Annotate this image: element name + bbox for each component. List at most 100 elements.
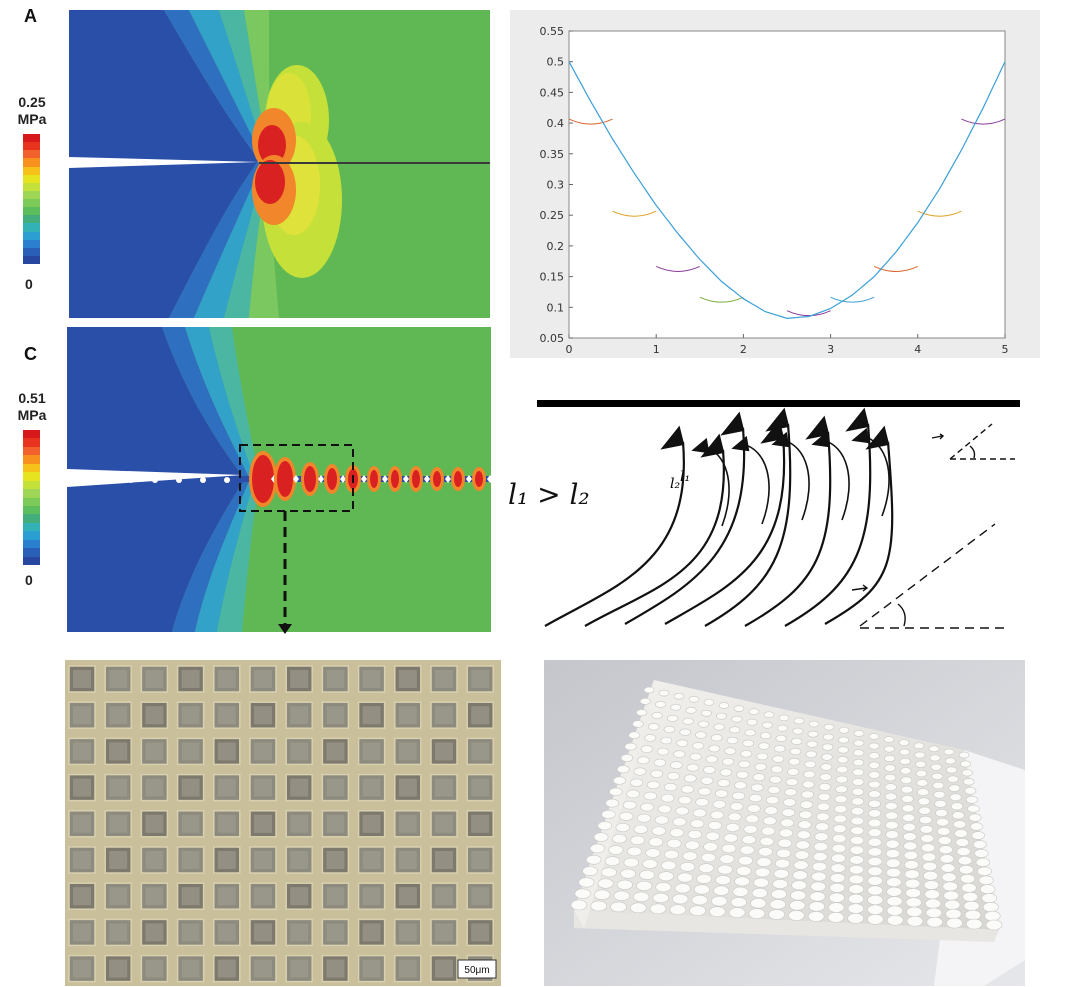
printed-bump [597, 878, 614, 889]
printed-bump [886, 867, 902, 878]
hair-tip [805, 415, 830, 440]
micro-pillar-top [290, 742, 309, 761]
micro-pillar-top [362, 851, 381, 869]
hair-strand [784, 423, 872, 627]
printed-bump [821, 753, 833, 761]
printed-bump [739, 845, 755, 855]
printed-sample-photo [544, 660, 1025, 986]
printed-bump [867, 828, 882, 838]
micro-pillar-top [362, 814, 381, 833]
printed-bump [605, 798, 620, 808]
printed-bump [758, 742, 770, 750]
printed-bump [806, 740, 818, 748]
printed-bump [673, 750, 686, 758]
x-tick-label: 2 [740, 343, 747, 356]
printed-bump [920, 834, 935, 843]
micro-pillar-top [471, 851, 490, 869]
printed-bump [700, 776, 714, 785]
printed-bump [901, 795, 914, 803]
printed-bump [852, 758, 865, 767]
printed-bump [917, 788, 930, 796]
printed-bump [804, 760, 817, 769]
printed-bump [965, 918, 983, 930]
printed-bump [729, 802, 744, 811]
printed-bump [619, 811, 634, 821]
printed-bump [756, 752, 769, 761]
printed-bump [847, 903, 864, 914]
printed-bump [868, 771, 881, 779]
printed-bump [629, 778, 644, 787]
printed-bump [925, 898, 942, 909]
printed-bump [791, 880, 807, 891]
printed-bump [732, 886, 749, 897]
printed-bump [775, 734, 787, 742]
printed-bump [693, 884, 710, 895]
micro-pillar-top [326, 814, 345, 833]
colorbar-c [23, 430, 40, 565]
y-tick-label: 0.4 [547, 117, 565, 130]
printed-bump [733, 705, 745, 712]
stress-field-c [67, 327, 491, 632]
crack-notch [176, 477, 182, 483]
printed-bump [719, 768, 733, 777]
printed-bump [784, 788, 798, 797]
printed-bump [943, 890, 960, 901]
colorbar-swatch [23, 548, 40, 557]
printed-bump [851, 787, 865, 796]
printed-bump [812, 851, 828, 862]
printed-bump [753, 877, 769, 888]
printed-bump [923, 870, 939, 881]
micro-pillar-top [435, 887, 453, 906]
printed-bump [851, 797, 865, 806]
printed-bump [906, 906, 923, 917]
printed-bump [937, 836, 952, 845]
printed-bump [917, 797, 931, 806]
colorbar-swatch [23, 522, 40, 532]
printed-bump [682, 717, 694, 725]
printed-bump [913, 742, 925, 750]
printed-bump [838, 736, 850, 744]
micro-pillar-top [217, 778, 236, 797]
printed-bump [615, 822, 630, 833]
printed-bump [643, 791, 658, 801]
printed-bump [968, 813, 982, 822]
printed-bump [945, 908, 962, 920]
printed-bump [901, 804, 915, 813]
colorbar-swatch [23, 223, 40, 232]
printed-bump [787, 768, 800, 776]
micro-pillar-top [217, 670, 236, 688]
colorbar-swatch [23, 539, 40, 549]
colorbar-swatch [23, 430, 40, 439]
micro-pillar-top [435, 670, 453, 688]
printed-bump [711, 895, 728, 907]
printed-bump [756, 857, 772, 867]
printed-bump [724, 747, 737, 755]
printed-bump [678, 795, 692, 805]
printed-bump [660, 793, 675, 803]
printed-bump [949, 793, 962, 802]
printed-bump [823, 723, 835, 731]
printed-bump [730, 897, 747, 908]
colorbar-swatch [23, 207, 40, 216]
printed-bump [816, 812, 830, 822]
printed-bump [926, 916, 944, 928]
micro-pillar-top [254, 778, 272, 797]
micro-pillar-top [73, 851, 91, 869]
printed-bump [752, 773, 766, 782]
micro-pillar-top [109, 814, 128, 833]
printed-bump [867, 847, 883, 857]
y-tick-label: 0.3 [547, 179, 565, 192]
parabola-chart: 0 1 2 3 4 5 0.05 0.1 0.15 0.2 0.25 0.3 0.35 0.4 0.45 0.… [510, 10, 1040, 358]
micro-pillar-top [181, 851, 200, 869]
printed-bump [731, 791, 746, 801]
tangent-arc [699, 296, 744, 303]
y-tick-label: 0.1 [547, 301, 565, 314]
printed-bump [850, 826, 865, 836]
micro-pillar-top [109, 742, 128, 761]
hair-strand [624, 427, 746, 625]
colorbar-swatch [23, 514, 40, 523]
printed-bump [830, 863, 846, 873]
printed-bump [904, 869, 920, 879]
printed-bump [645, 848, 661, 858]
printed-bump [653, 758, 667, 767]
